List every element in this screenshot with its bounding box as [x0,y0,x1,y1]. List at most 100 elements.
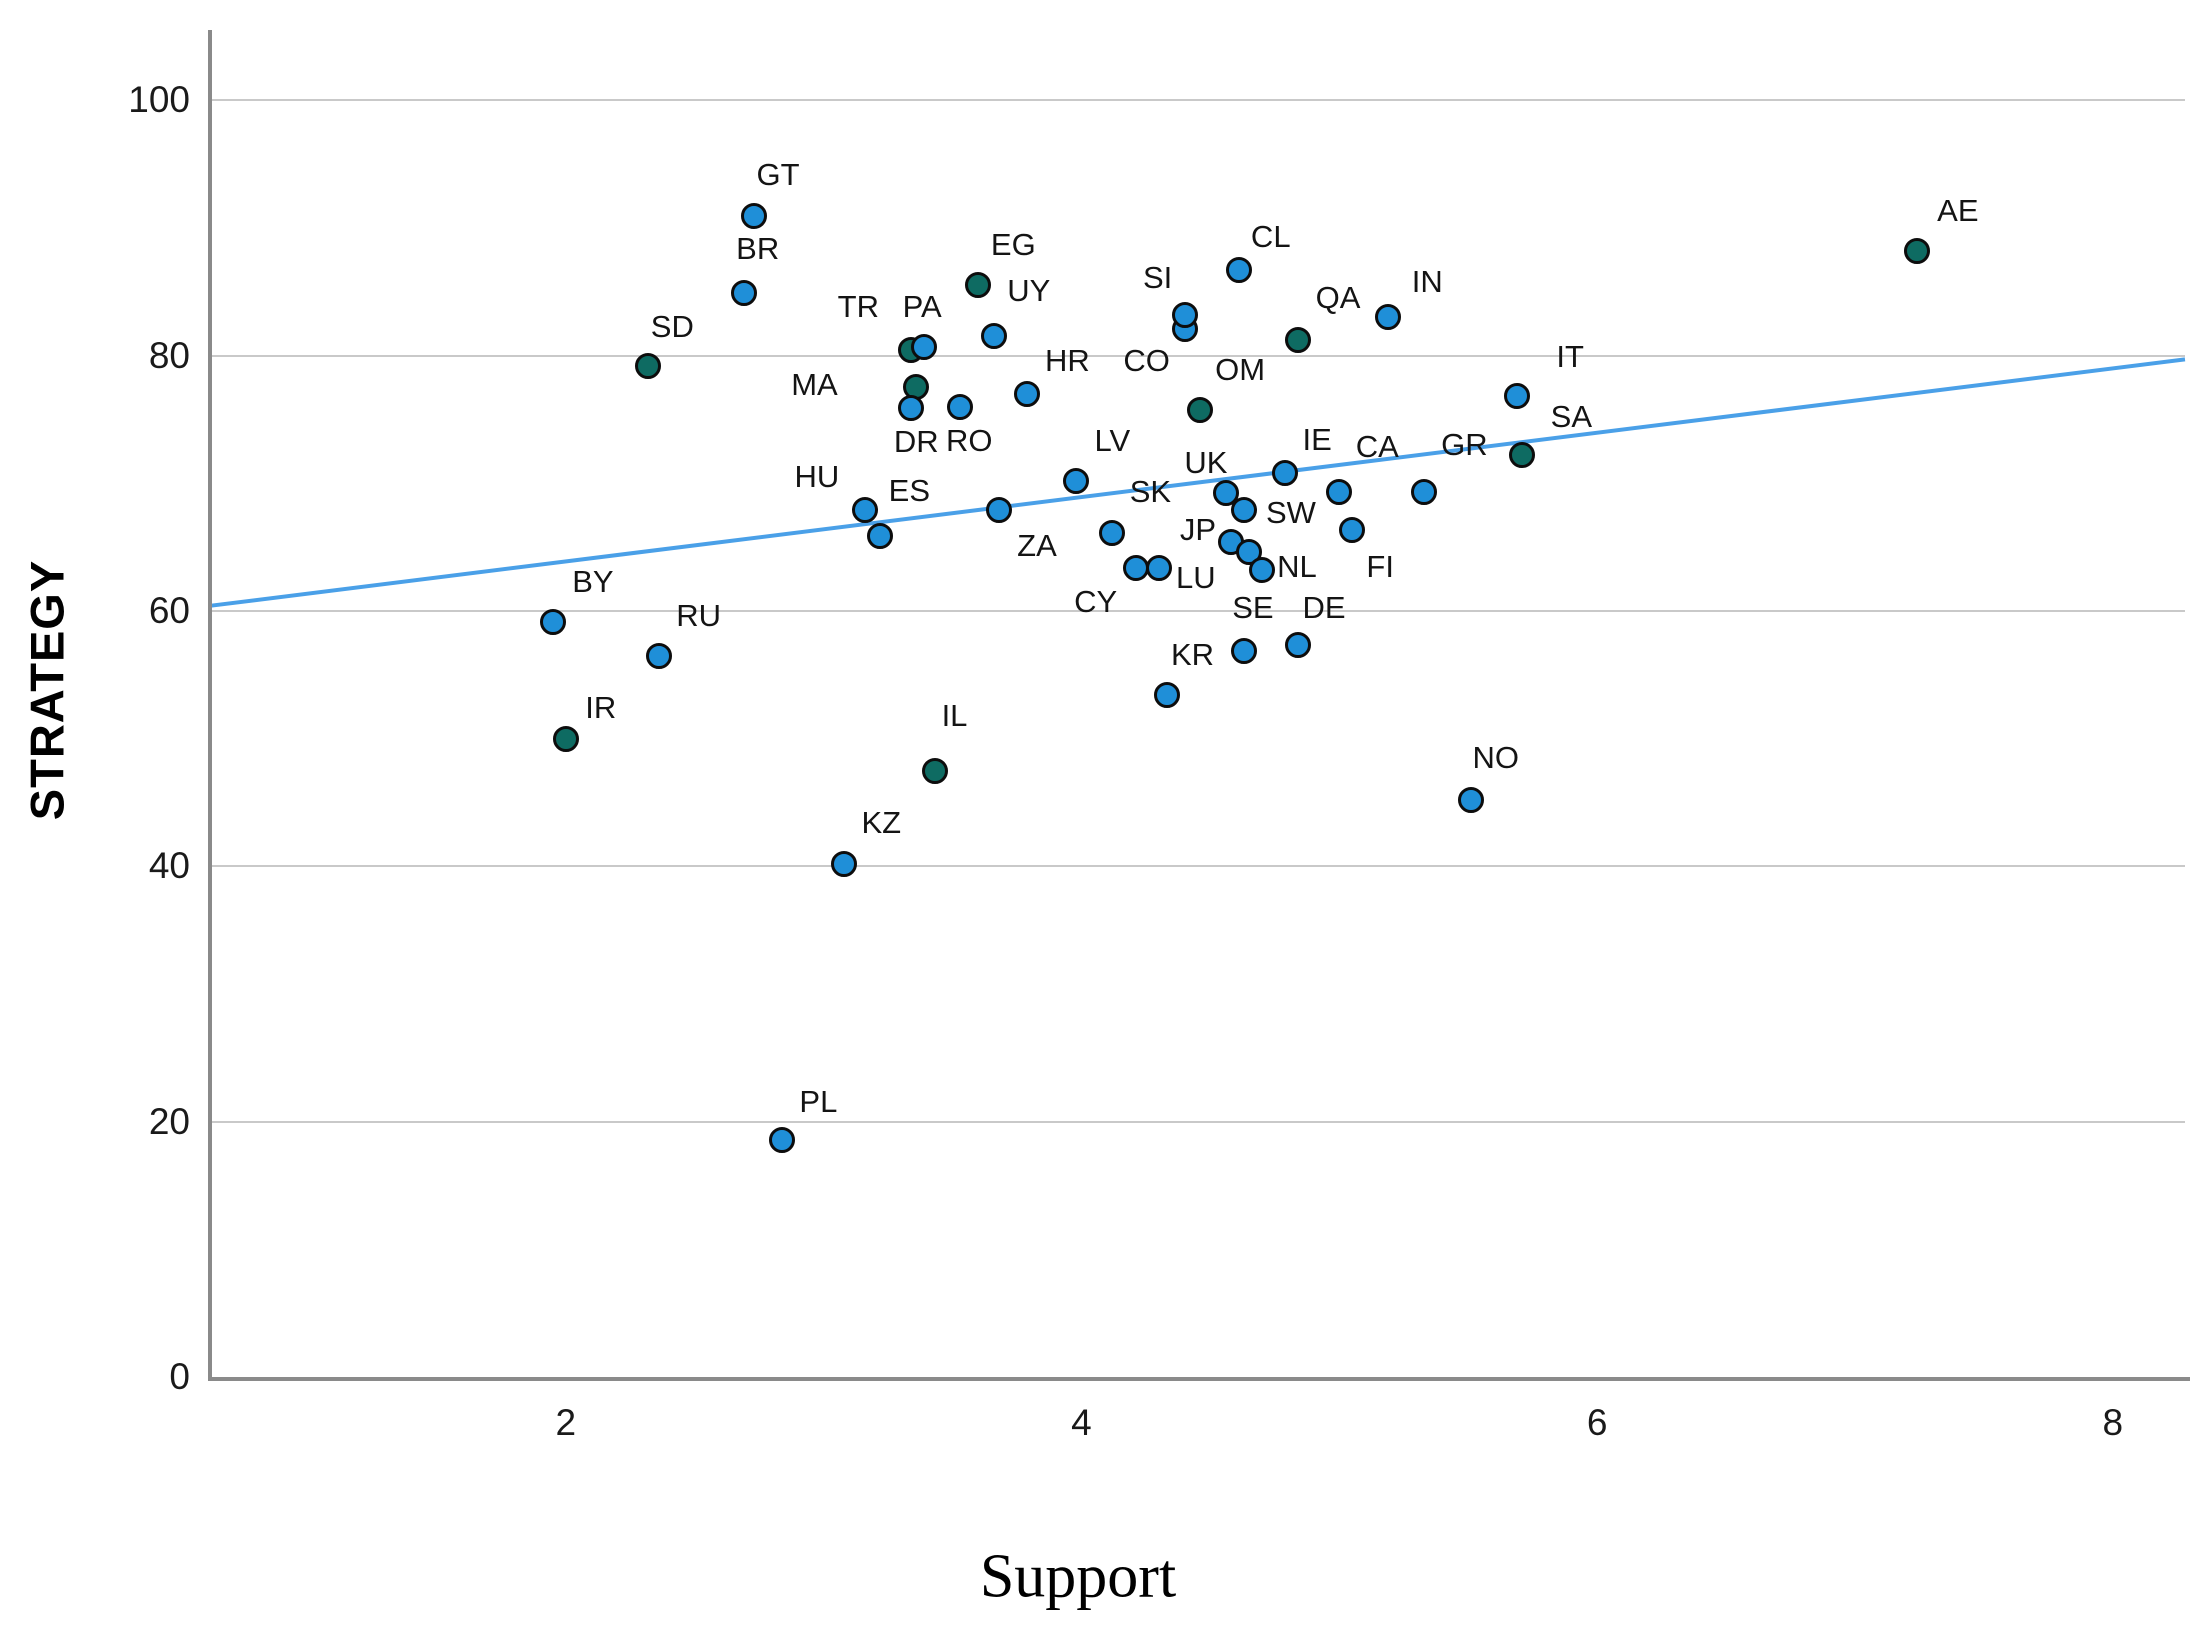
data-point-NO [1457,786,1484,813]
data-point-RO [947,393,974,420]
point-label-UY: UY [1007,273,1051,309]
data-point-LU [1145,554,1172,581]
data-point-BR [730,280,757,307]
point-label-MA: MA [791,367,838,403]
x-tick-label-2: 2 [555,1402,577,1443]
point-label-TR: TR [837,289,879,325]
y-tick-label-0: 0 [169,1356,190,1397]
point-label-AE: AE [1937,192,1979,228]
data-point-BY [539,609,566,636]
data-point-GR [1411,479,1438,506]
point-label-PA: PA [902,288,942,324]
point-label-SI: SI [1142,259,1173,295]
point-label-GT: GT [756,157,800,193]
data-point-SK [1099,520,1126,547]
x-tick-label-8: 8 [2102,1402,2124,1443]
data-point-SA [1509,442,1536,469]
point-label-LV: LV [1094,422,1131,458]
data-point-RU [645,642,672,669]
data-point-IL [921,757,948,784]
y-tick-label-80: 80 [148,334,190,376]
data-point-PL [769,1126,796,1153]
gridline-y-60 [210,609,2185,612]
point-label-CO: CO [1123,342,1170,378]
data-point-DR [898,394,925,421]
y-tick-label-40: 40 [148,845,190,887]
y-tick-label-60: 60 [148,589,190,631]
point-label-ZA: ZA [1017,528,1057,564]
point-label-DR: DR [893,423,939,459]
point-label-SD: SD [650,308,694,344]
point-label-SE: SE [1232,589,1274,625]
data-point-PA [911,333,938,360]
gridline-y-40 [210,865,2185,868]
point-label-JP: JP [1179,511,1217,547]
point-label-DE: DE [1302,590,1346,626]
data-point-HU [851,497,878,524]
x-tick-label-4: 4 [1071,1402,1092,1443]
data-point-HR [1014,380,1041,407]
data-point-GT [741,203,768,230]
data-point-AE [1903,237,1930,264]
data-point-CY [1122,554,1149,581]
point-label-NO: NO [1472,739,1520,775]
data-point-OM [1187,397,1214,424]
point-label-QA: QA [1315,280,1361,316]
data-point-IR [552,725,579,752]
point-label-CA: CA [1355,429,1399,465]
y-tick-label-100: 100 [128,79,190,121]
point-label-CL: CL [1250,219,1291,255]
gridline-y-20 [210,1120,2185,1123]
point-label-EG: EG [990,227,1036,263]
data-point-DE [1285,632,1312,659]
point-label-GR: GR [1441,427,1488,463]
point-label-OM: OM [1215,352,1266,388]
point-label-FI: FI [1366,549,1394,585]
gridline-y-100 [210,99,2185,102]
y-axis-line [208,30,212,1379]
data-point-IT [1504,383,1531,410]
data-point-UY [980,323,1007,350]
point-label-KR: KR [1171,637,1215,673]
point-label-HR: HR [1044,342,1090,378]
data-point-KZ [831,850,858,877]
data-point-ES [867,522,894,549]
x-tick-label-6: 6 [1586,1402,1608,1443]
point-label-RO: RO [946,422,993,458]
point-label-HU: HU [794,459,840,495]
data-point-ZA [985,497,1012,524]
point-label-IR: IR [585,689,617,725]
data-point-CL [1225,257,1252,284]
point-label-IT: IT [1556,339,1584,375]
point-label-SK: SK [1129,474,1172,510]
data-point-FI [1339,517,1366,544]
point-label-CY: CY [1074,583,1118,619]
data-point-IE [1272,460,1299,487]
point-label-UK: UK [1184,445,1228,481]
trend-line [209,357,2186,608]
y-tick-label-20: 20 [148,1100,190,1142]
data-point-CA [1326,479,1353,506]
point-label-BR: BR [736,231,780,267]
point-label-IE: IE [1302,422,1332,458]
x-axis-title: Support [979,1542,1177,1611]
y-axis-title: STRATEGY [20,559,74,821]
point-label-KZ: KZ [861,804,902,840]
data-point-QA [1285,327,1312,354]
data-point-SE [1230,637,1257,664]
data-point-EG [965,272,992,299]
x-axis-line [208,1377,2190,1381]
point-label-SW: SW [1265,495,1316,531]
point-label-NL: NL [1277,549,1317,585]
data-point-KR [1153,682,1180,709]
point-label-SA: SA [1550,399,1593,435]
data-point-SD [635,352,662,379]
point-label-ES: ES [888,472,931,508]
point-label-IL: IL [941,697,968,733]
data-point-LV [1063,467,1090,494]
data-point-SW [1230,497,1257,524]
point-label-LU: LU [1175,559,1216,595]
point-label-BY: BY [572,564,614,600]
